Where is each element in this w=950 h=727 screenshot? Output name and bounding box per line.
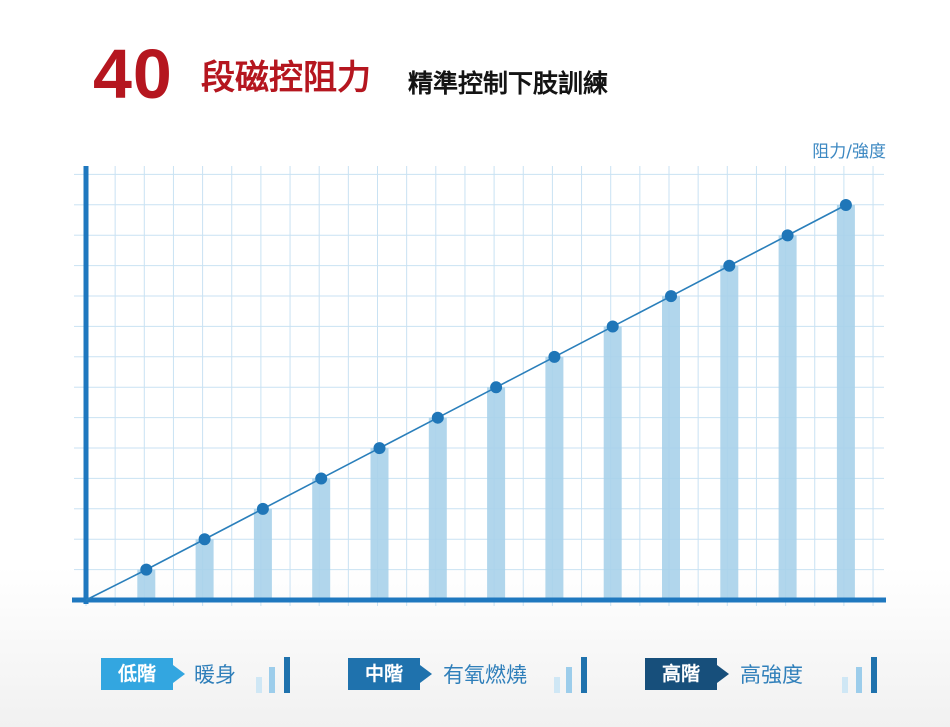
chart-line [85, 204, 847, 601]
y-axis-label: 阻力/強度 [812, 142, 886, 162]
legend-low-text: 暖身 [194, 663, 236, 687]
data-point [723, 259, 736, 272]
legend-mid-badge: 中階 [348, 658, 432, 690]
bar [428, 417, 447, 600]
legend-high-badge-label: 高階 [661, 663, 700, 685]
data-point [665, 290, 677, 303]
chart-bars [137, 205, 855, 600]
data-point [490, 381, 503, 394]
chart-axes [72, 166, 886, 604]
data-point [781, 229, 794, 242]
data-point [839, 199, 852, 211]
bar [778, 235, 797, 600]
legend-low-badge: 低階 [101, 658, 185, 690]
data-point [198, 533, 211, 546]
chart-grid [74, 166, 884, 606]
data-point [606, 320, 619, 333]
bar [662, 296, 680, 600]
series-line [85, 204, 847, 601]
legend-high-badge: 高階 [645, 658, 729, 690]
legend-mid-text: 有氧燃燒 [443, 663, 527, 687]
headline-red-title: 段磁控阻力 [201, 58, 371, 98]
chart-markers [140, 199, 852, 576]
legend-mid-badge-label: 中階 [364, 663, 403, 685]
data-point [548, 350, 561, 363]
bar [545, 356, 564, 600]
legend-low: 低階 暖身 [101, 655, 301, 695]
bar [370, 448, 389, 600]
bar [836, 205, 855, 600]
bar [195, 539, 214, 600]
legend-high: 高階 高強度 [645, 655, 877, 695]
bar [720, 265, 739, 600]
bar [487, 387, 506, 600]
data-point [431, 411, 444, 424]
badge-arrow-icon [173, 665, 185, 683]
data-point [315, 472, 328, 485]
badge-arrow-icon [717, 665, 729, 683]
headline-number: 40 [93, 35, 173, 113]
badge-arrow-icon [420, 665, 432, 683]
bar [603, 326, 622, 600]
data-point [256, 502, 269, 515]
legend-mid: 中階 有氧燃燒 [348, 655, 598, 695]
data-point [373, 442, 386, 455]
headline-black-title: 精準控制下肢訓練 [408, 69, 609, 98]
legend-low-badge-label: 低階 [117, 663, 156, 685]
bar [137, 569, 156, 600]
legend-high-text: 高強度 [740, 663, 803, 687]
data-point [140, 563, 153, 576]
bar [253, 508, 272, 600]
bar [312, 478, 331, 600]
